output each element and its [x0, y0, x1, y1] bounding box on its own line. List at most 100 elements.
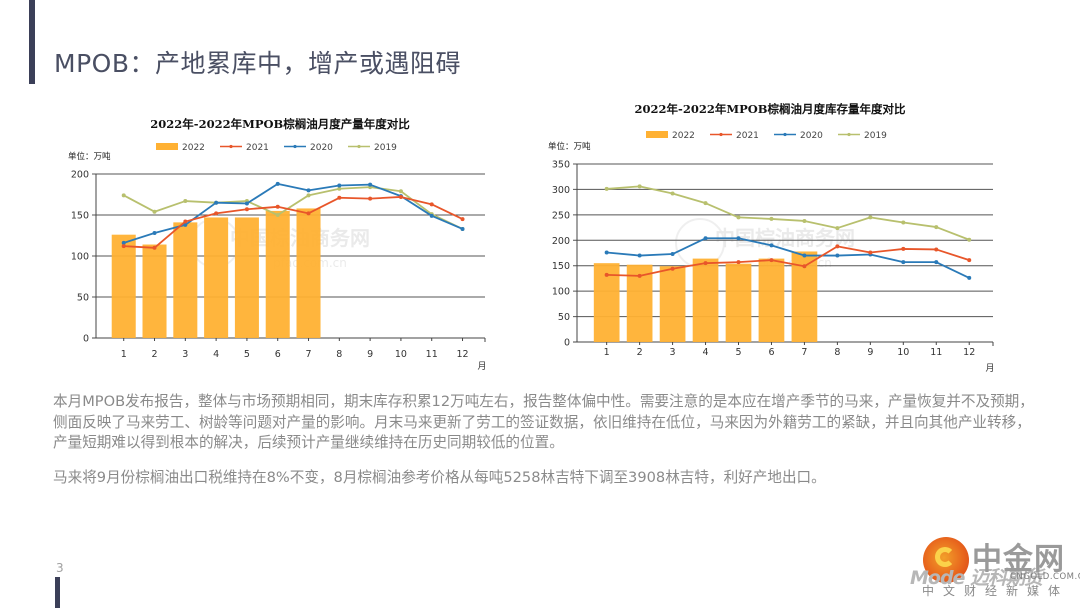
- line-series-2019: [123, 186, 463, 230]
- legend-swatch-marker: [719, 132, 723, 137]
- point-2020-3: [670, 252, 675, 257]
- point-2019-11: [934, 225, 939, 230]
- legend-swatch-marker: [847, 132, 851, 137]
- x-tick-label: 4: [213, 349, 219, 360]
- legend-swatch-marker: [357, 144, 361, 149]
- legend-label: 2022: [182, 143, 205, 153]
- page-number: 3: [56, 561, 64, 575]
- point-2021-3: [183, 219, 188, 224]
- page-title: MPOB：产地累库中，增产或遇阻碍: [54, 49, 461, 78]
- x-tick-label: 4: [703, 347, 709, 358]
- legend-swatch-marker: [229, 144, 233, 149]
- legend-item-2019: 2019: [838, 131, 887, 141]
- point-2019-2: [152, 209, 157, 214]
- point-2020-5: [736, 236, 741, 241]
- point-2019-6: [275, 213, 280, 217]
- point-2019-2: [637, 184, 642, 189]
- point-2021-7: [802, 264, 807, 269]
- paragraph-export-tax: 马来将9月份棕榈油出口税维持在8%不变，8月棕榈油参考价格从每吨5258林吉特下…: [53, 468, 826, 486]
- bar-2022-1: [111, 234, 136, 338]
- point-2021-2: [637, 273, 642, 278]
- legend-swatch-marker: [783, 132, 787, 137]
- point-2021-2: [152, 245, 157, 250]
- x-tick-label: 3: [670, 347, 676, 358]
- x-tick-label: 12: [456, 349, 468, 360]
- logo-subtitle: 中文财经新媒体: [922, 584, 1070, 598]
- point-2021-11: [934, 247, 939, 252]
- legend-label: 2022: [672, 131, 695, 141]
- point-2021-8: [337, 195, 342, 200]
- line-series-2021: [123, 196, 463, 249]
- x-tick-label: 1: [121, 349, 127, 360]
- point-2019-3: [183, 199, 188, 204]
- bar-2022-6: [265, 210, 290, 338]
- footer-accent-bar: [55, 577, 60, 608]
- unit-label: 单位：万吨: [68, 151, 111, 162]
- x-tick-label: 12: [963, 347, 975, 358]
- point-2020-1: [604, 250, 609, 255]
- point-2019-8: [835, 226, 840, 231]
- y-tick-label: 300: [552, 185, 570, 196]
- y-tick-label: 100: [552, 287, 570, 298]
- x-tick-label: 5: [244, 349, 250, 360]
- unit-label: 单位：万吨: [548, 141, 591, 152]
- point-2020-2: [637, 253, 642, 258]
- legend-label: 2021: [246, 143, 269, 153]
- x-tick-label: 11: [930, 347, 942, 358]
- legend-item-2021: 2021: [710, 131, 759, 141]
- y-tick-label: 50: [77, 293, 89, 304]
- point-2019-10: [901, 220, 906, 225]
- point-2019-5: [736, 215, 741, 220]
- legend-item-2022: 2022: [646, 131, 695, 141]
- x-tick-label: 10: [395, 349, 407, 360]
- x-tick-label: 9: [867, 347, 873, 358]
- point-2020-10: [901, 260, 906, 265]
- x-tick-label: 8: [336, 349, 342, 360]
- logo-swirl-icon: [935, 547, 955, 567]
- bar-2022-3: [659, 266, 686, 342]
- y-tick-label: 200: [71, 170, 89, 181]
- x-tick-label: 2: [637, 347, 643, 358]
- point-2021-1: [604, 272, 609, 277]
- legend-label: 2021: [736, 131, 759, 141]
- bar-2022-5: [234, 217, 259, 338]
- point-2020-7: [306, 188, 311, 193]
- legend-item-2019: 2019: [348, 143, 397, 153]
- y-tick-label: 150: [552, 261, 570, 272]
- point-2020-9: [368, 182, 373, 187]
- point-2019-12: [967, 237, 972, 242]
- bar-2022-6: [758, 258, 785, 342]
- y-tick-label: 250: [552, 210, 570, 221]
- x-tick-label: 10: [897, 347, 909, 358]
- point-2021-6: [769, 258, 774, 263]
- point-2019-1: [121, 193, 126, 198]
- legend-label: 2020: [800, 131, 823, 141]
- point-2021-5: [244, 207, 249, 212]
- line-series-2021: [606, 245, 970, 277]
- point-2021-3: [670, 266, 675, 271]
- point-2019-3: [670, 191, 675, 196]
- chart-title: 2022年-2022年MPOB棕榈油月度库存量年度对比: [635, 102, 906, 116]
- x-tick-label: 6: [768, 347, 774, 358]
- x-tick-label: 5: [735, 347, 741, 358]
- point-2021-4: [703, 261, 708, 266]
- y-tick-label: 100: [71, 252, 89, 263]
- x-tick-label: 1: [604, 347, 610, 358]
- paragraph-report-summary: 本月MPOB发布报告，整体与市场预期相同，期末库存积累12万吨左右，报告整体偏中…: [53, 393, 1034, 451]
- legend-swatch-marker: [293, 144, 297, 149]
- point-2021-6: [275, 204, 280, 209]
- point-2020-12: [460, 226, 465, 231]
- point-2021-9: [868, 250, 873, 255]
- x-tick-label: 8: [834, 347, 840, 358]
- point-2021-7: [306, 211, 311, 216]
- logo-overlay-text: Mode 迈科期货: [910, 567, 1043, 589]
- bar-2022-4: [692, 258, 719, 342]
- logo-url: CNGOLD.COM.CN: [1010, 572, 1080, 582]
- point-2020-6: [275, 181, 280, 186]
- point-2019-8: [337, 186, 342, 191]
- point-2021-5: [736, 260, 741, 265]
- point-2021-9: [368, 196, 373, 201]
- legend-swatch-bar: [646, 131, 668, 138]
- production-chart: 2022年-2022年MPOB棕榈油月度产量年度对比 2022 2021 2020 20…: [60, 105, 500, 375]
